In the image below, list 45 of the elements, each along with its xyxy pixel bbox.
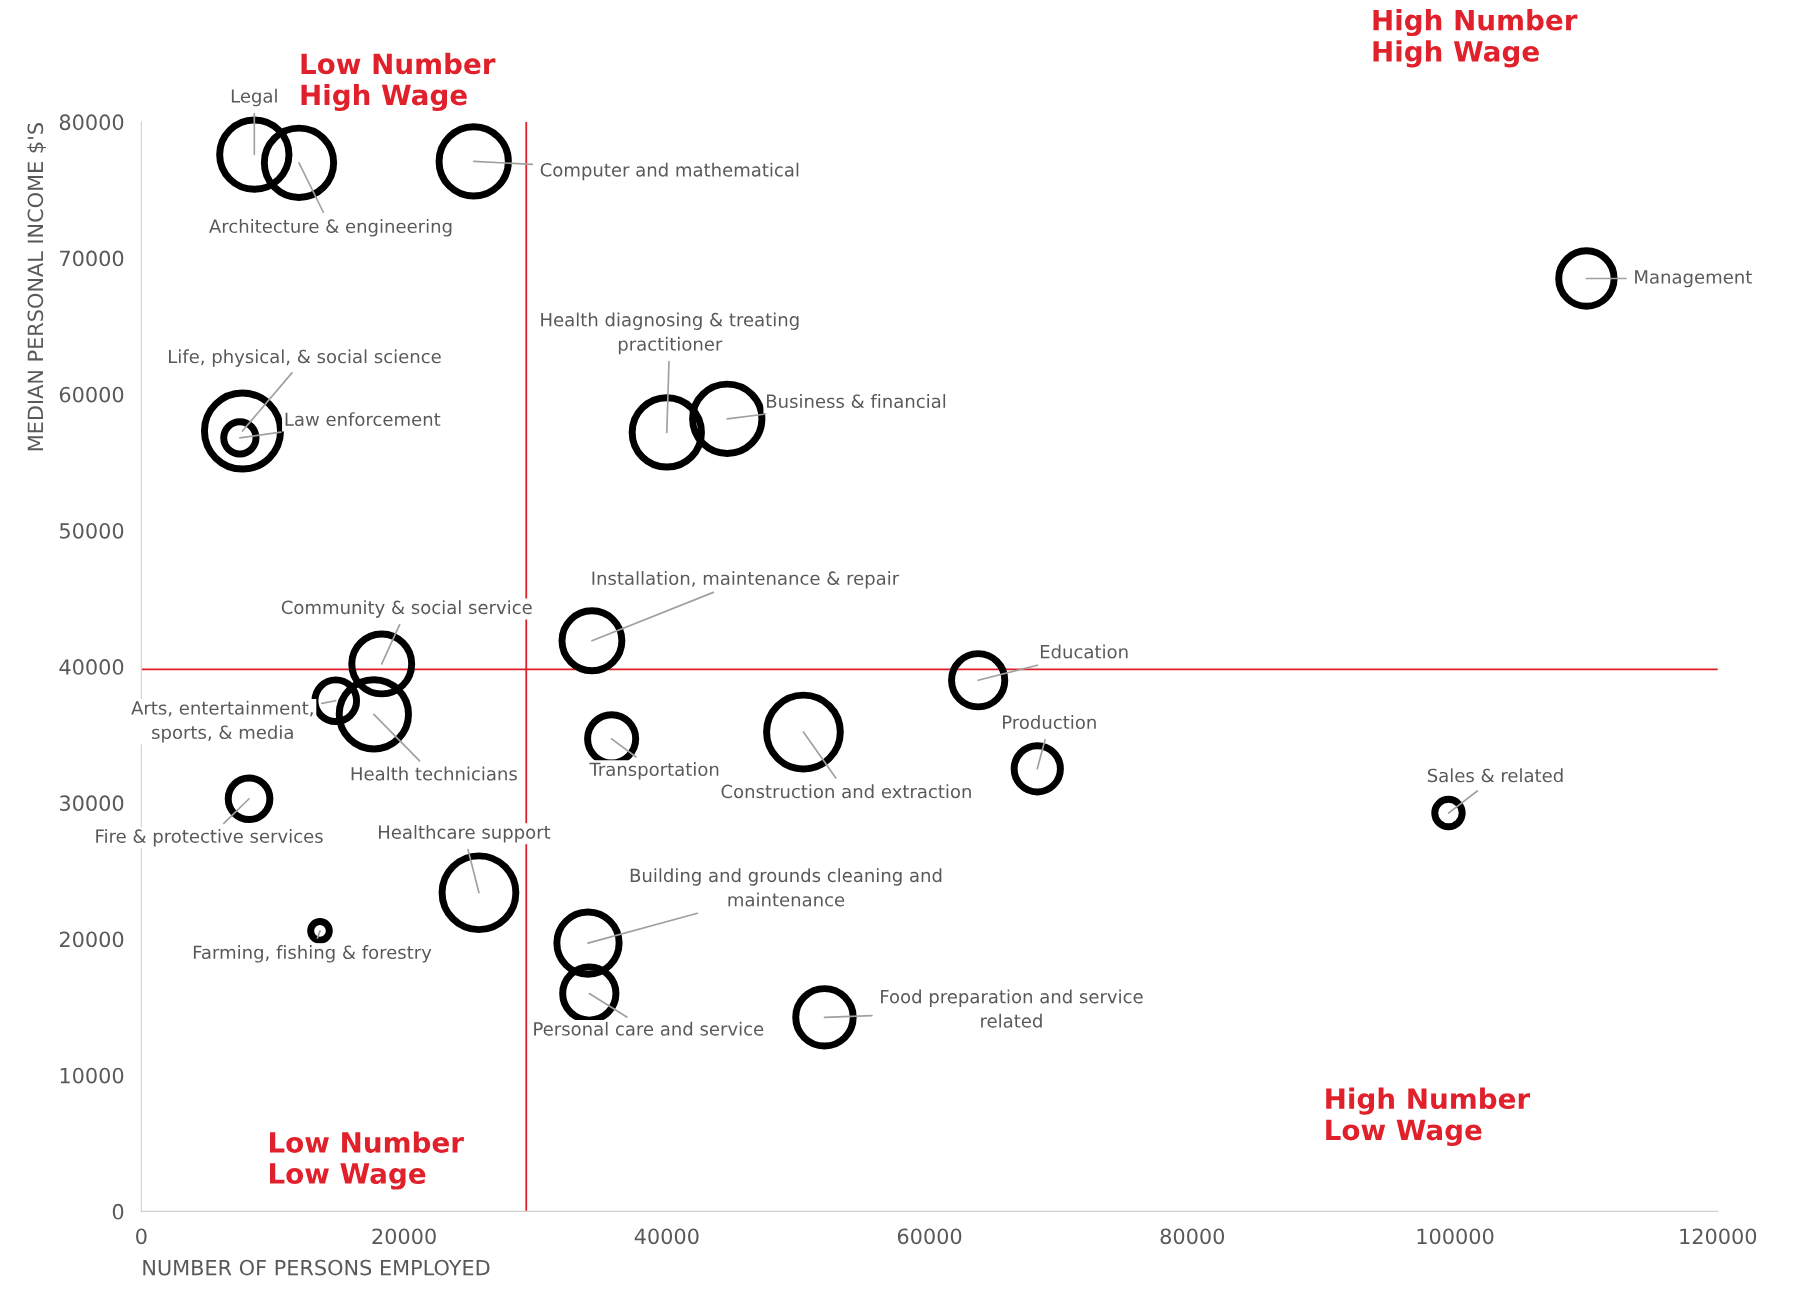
y-axis-title: MEDIAN PERSONAL INCOME $'S [27, 123, 47, 451]
series-label: Sales & related [1427, 768, 1563, 783]
y-tick-label: 10000 [60, 1067, 124, 1084]
y-tick-label: 40000 [59, 659, 124, 675]
series-label: Fire & protective services [96, 829, 323, 847]
x-tick-label: 20000 [372, 1228, 436, 1245]
x-axis-title: NUMBER OF PERSONS EMPLOYED [143, 1259, 490, 1276]
y-tick-label: 70000 [60, 250, 124, 267]
series-label: Healthcare support [378, 824, 551, 843]
series-label: Food preparation and service related [881, 989, 1143, 1028]
text: Life, physical, & social science [169, 349, 441, 367]
series-label: Health technicians [351, 766, 517, 781]
x-tick-label: 80000 [1160, 1228, 1225, 1245]
x-tick-label: 120000 [1680, 1228, 1757, 1245]
series-label: Farming, fishing & forestry [193, 945, 432, 963]
y-tick-label: 30000 [59, 795, 124, 812]
series-label: Arts, entertainment, sports, & media [131, 700, 313, 743]
annotation: Low Number Low Wage [270, 1131, 464, 1190]
y-tick-label: 50000 [60, 522, 124, 539]
text: Architecture & engineering [209, 219, 452, 237]
text: High Number High Wage [1373, 9, 1578, 68]
series-label: Legal [231, 88, 277, 107]
text: Health diagnosing & treating practitioner [541, 312, 799, 355]
x-tick-label: 40000 [634, 1228, 699, 1245]
y-tick-label: 20000 [59, 931, 124, 948]
x-tick-label: 0 [136, 1228, 147, 1245]
y-tick-label: 60000 [59, 386, 124, 403]
series-label: Production [1003, 715, 1096, 730]
series-label: Law enforcement [285, 412, 441, 427]
series-label: Transportation [589, 762, 719, 780]
series-label: Installation, maintenance & repair [592, 571, 900, 589]
text: Construction and extraction [721, 784, 971, 799]
x-tick-label: 60000 [897, 1228, 962, 1245]
text: Education [1040, 644, 1128, 659]
series-label: Business & financial [767, 394, 946, 409]
series-label: Personal care and service [534, 1021, 764, 1036]
text: Low Number High Wage [301, 52, 496, 112]
series-label: Community & social service [281, 600, 532, 618]
x-tick-label: 100000 [1417, 1228, 1494, 1245]
series-label: Building and grounds cleaning and maintenance [630, 868, 942, 907]
series-label: Computer and mathematical [540, 162, 799, 181]
series-label: Management [1635, 270, 1752, 288]
annotation: High Number Low Wage [1326, 1087, 1531, 1147]
y-tick-label: 0 [112, 1203, 124, 1220]
y-tick-label: 80000 [59, 114, 124, 131]
